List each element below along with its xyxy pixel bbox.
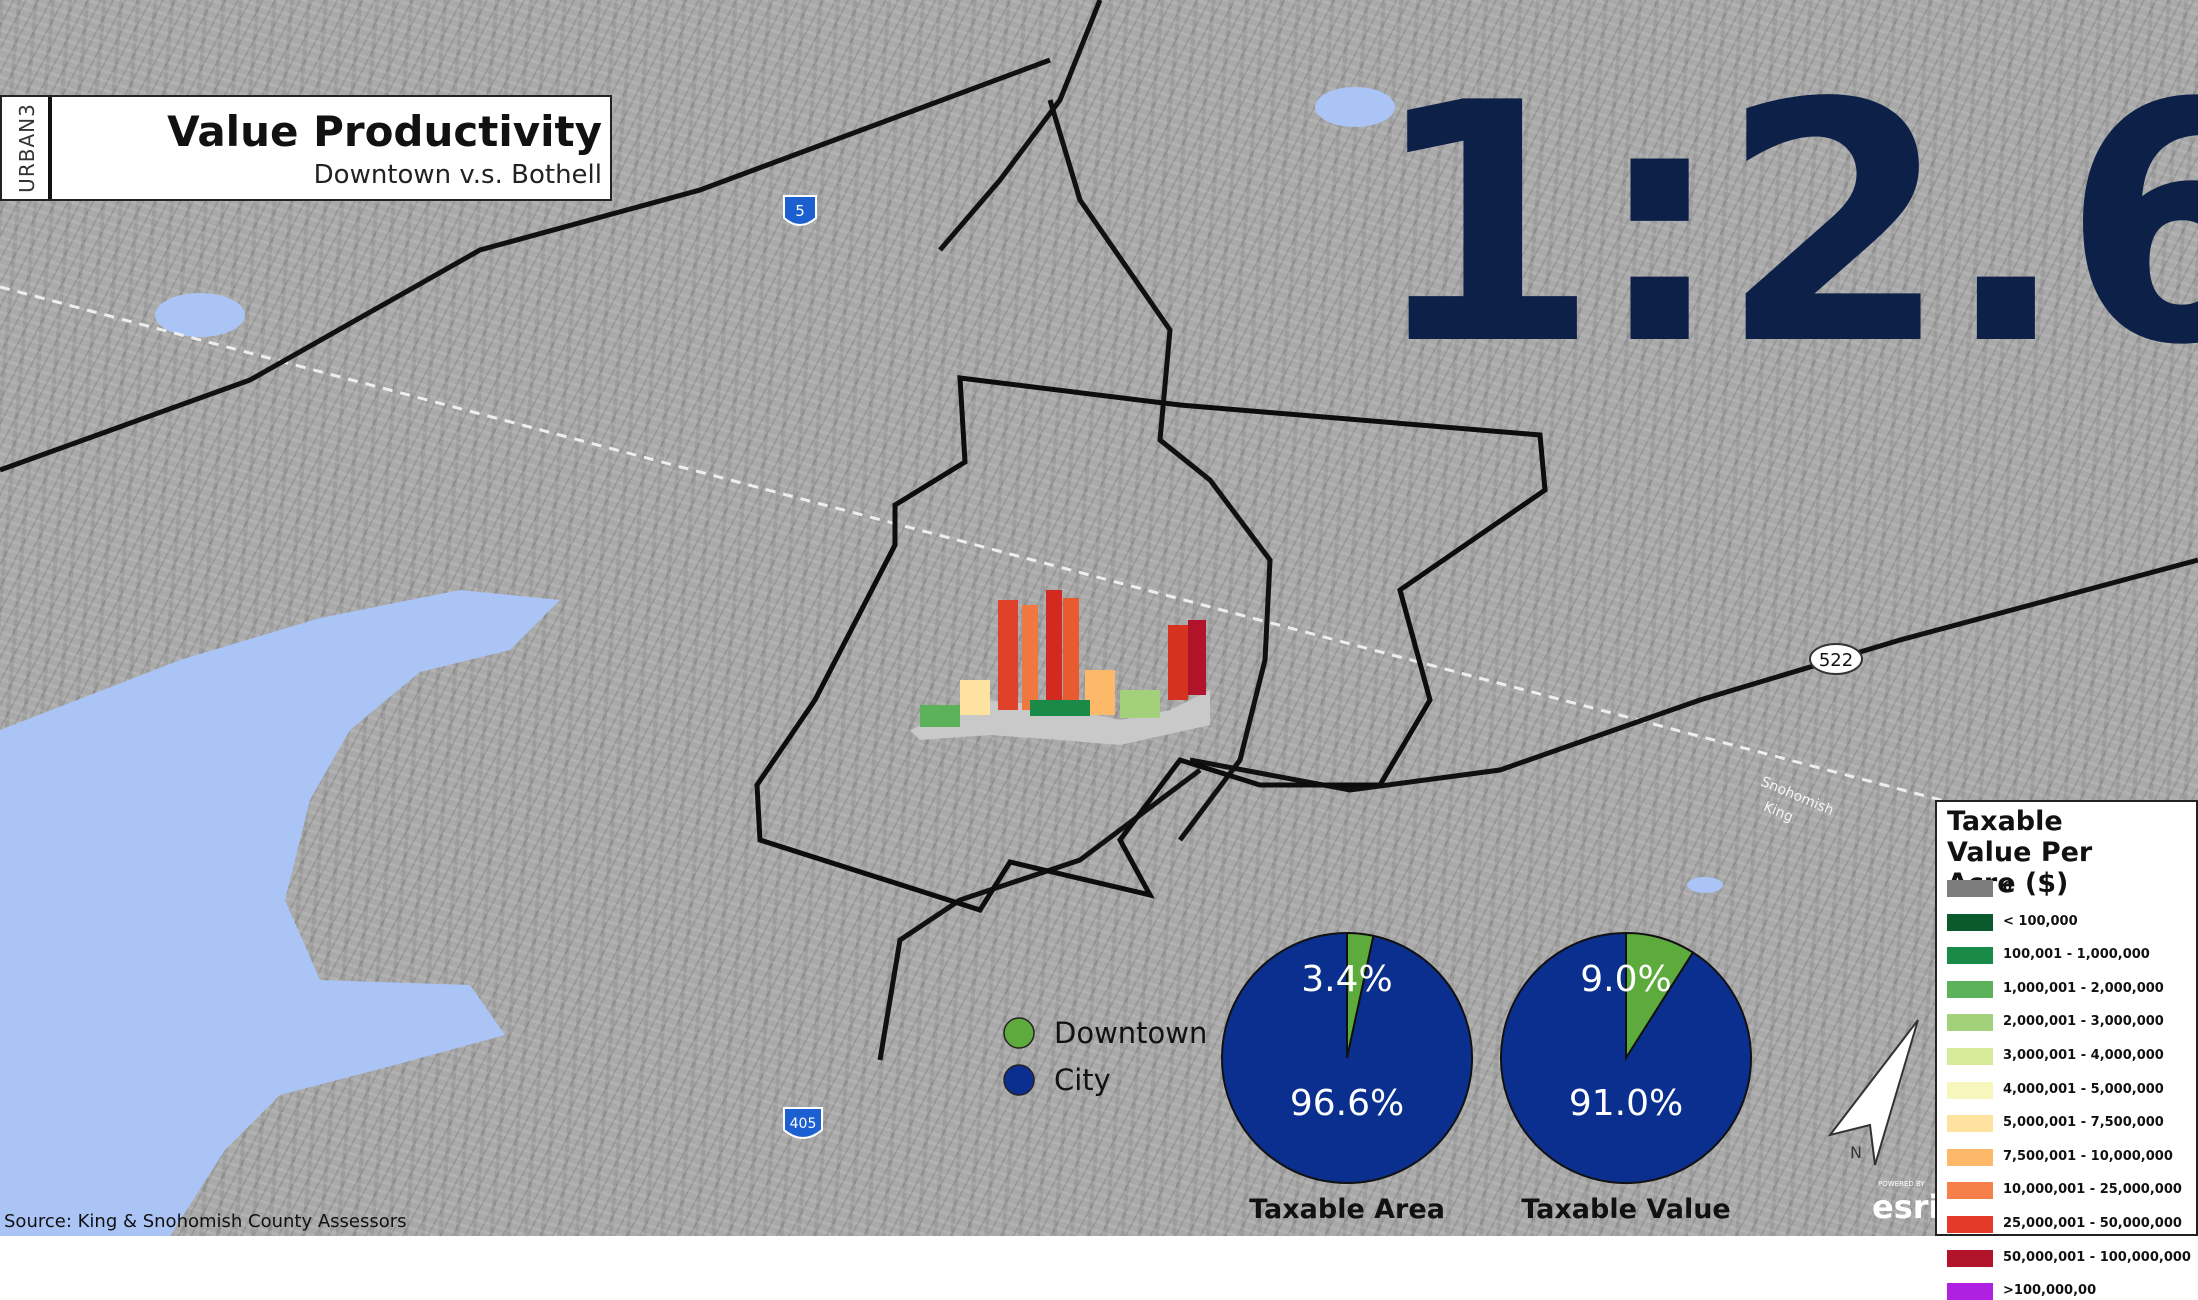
interstate-shield (783, 195, 817, 226)
interstate-shield (783, 1107, 823, 1139)
water (0, 87, 1723, 1236)
legend-title: Taxable Value Per Acre ($) (1947, 806, 2093, 899)
shields: 5 405 522 (783, 195, 1863, 1139)
pond (155, 293, 245, 337)
shield-label: 522 (1819, 650, 1853, 671)
pie-value-label: 91.0% (1569, 1083, 1683, 1124)
pie-title: Taxable Area (1249, 1194, 1445, 1225)
building (1188, 620, 1206, 695)
class-label: 4,000,001 - 5,000,000 (2003, 1081, 2164, 1097)
building (998, 600, 1018, 710)
subtitle: Downtown v.s. Bothell (313, 160, 602, 190)
downtown-buildings (910, 590, 1210, 745)
legend-swatch (1003, 1064, 1035, 1096)
title: Value Productivity (167, 107, 602, 156)
road (0, 57, 1051, 473)
class-swatch (1947, 947, 1993, 965)
class-swatch (1947, 913, 1993, 931)
county-labels: Snohomish King (1758, 774, 1836, 826)
esri-logo: esri (1872, 1188, 1940, 1226)
north-letter: N (1850, 1143, 1862, 1162)
lake (0, 590, 560, 1236)
shield-label: 5 (795, 202, 805, 220)
class-label: 1,000,001 - 2,000,000 (2003, 980, 2164, 996)
road (1189, 557, 2198, 793)
road (938, 0, 1103, 252)
city-boundary (754, 375, 1548, 913)
ratio: 1:2.6 (1370, 33, 2198, 417)
north-arrow: N (1827, 1019, 1919, 1166)
county-line (0, 285, 2198, 870)
shield-label: 405 (790, 1116, 817, 1132)
roads (0, 0, 2198, 1061)
building (1063, 598, 1079, 710)
class-swatch (1947, 880, 1993, 897)
class-label: 7,500,001 - 10,000,000 (2003, 1148, 2173, 1164)
legend-swatch (1003, 1017, 1035, 1049)
class-swatch (1947, 1249, 1993, 1267)
county-label: King (1761, 799, 1796, 826)
source: Source: King & Snohomish County Assessor… (4, 1211, 407, 1232)
class-label: 100,001 - 1,000,000 (2003, 947, 2150, 963)
class-label: 10,000,001 - 25,000,000 (2003, 1182, 2182, 1198)
pie-value-label: 96.6% (1290, 1083, 1404, 1124)
class-swatch (1947, 980, 1993, 998)
class-swatch (1947, 1283, 1993, 1300)
building (1168, 625, 1188, 700)
pond (1687, 877, 1723, 893)
class-swatch (1947, 1081, 1993, 1099)
pie-slice (1500, 931, 1752, 1184)
pie-value-label: 9.0% (1580, 959, 1671, 1000)
brand: URBAN3 (15, 103, 39, 193)
building (920, 705, 960, 727)
class-label: 50,000,001 - 100,000,000 (2003, 1249, 2191, 1265)
north-arrow-shape (1827, 1019, 1919, 1166)
building (1046, 590, 1062, 715)
class-label: >100,000,00 (2003, 1283, 2097, 1299)
class-swatch (1947, 1182, 1993, 1200)
class-label: < 100,000 (2003, 913, 2078, 929)
class-swatch (1947, 1048, 1993, 1065)
building (1030, 700, 1090, 716)
value-legend: Taxable Value Per Acre ($) 0 < 100,000 100… (1935, 800, 2198, 1300)
pie-slice (1221, 931, 1473, 1184)
class-label: 5,000,001 - 7,500,000 (2003, 1115, 2164, 1131)
building (1022, 605, 1038, 710)
class-swatch (1947, 1014, 1993, 1032)
class-swatch (1947, 1115, 1993, 1133)
legend-label: Downtown (1054, 1016, 1207, 1050)
road (877, 768, 1202, 1061)
class-label: 25,000,001 - 50,000,000 (2003, 1216, 2182, 1231)
class-label: 2,000,001 - 3,000,000 (2003, 1014, 2164, 1030)
class-label: 0 (2003, 880, 2013, 895)
esri-powered: POWERED BY (1878, 1180, 1925, 1188)
map-canvas: 5 405 522 Snohomish King N POWERED BY es… (0, 0, 2198, 1236)
legend-label: City (1054, 1063, 1111, 1097)
class-swatch (1947, 1148, 1993, 1166)
pond (1315, 87, 1395, 127)
map-feature (0, 285, 2198, 870)
class-label: 3,000,001 - 4,000,000 (2003, 1048, 2164, 1063)
state-shield (1809, 643, 1863, 675)
class-swatch (1947, 1216, 1993, 1233)
pie-value-label: 3.4% (1301, 959, 1392, 1000)
brand-strip: URBAN3 (2, 97, 52, 199)
road (1047, 99, 1273, 842)
building (960, 680, 990, 715)
pie-charts: 3.4% 96.6% Taxable Area 9.0% 91.0% Taxable Va… (1003, 931, 1752, 1225)
title-box: URBAN3 Value Productivity Downtown v.s. … (0, 95, 612, 201)
building (1120, 690, 1160, 718)
pie-title: Taxable Value (1521, 1194, 1731, 1225)
